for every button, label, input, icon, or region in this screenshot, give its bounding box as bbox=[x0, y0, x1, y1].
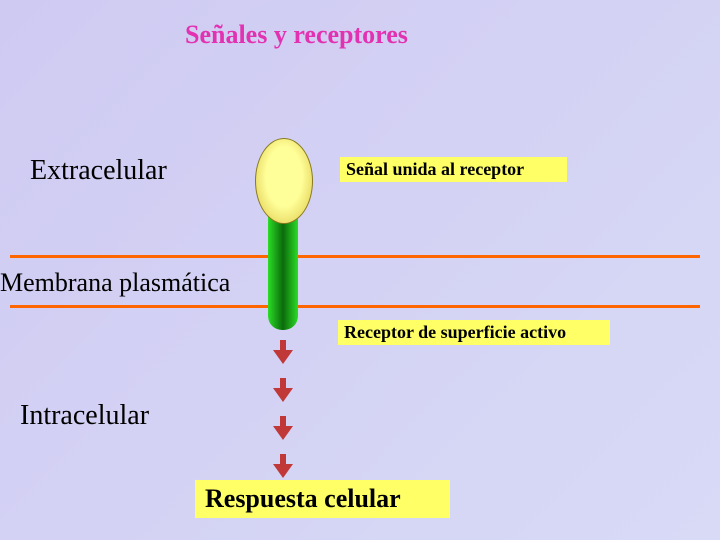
membrane-line-bottom bbox=[10, 305, 700, 308]
label-extracelular: Extracelular bbox=[30, 155, 167, 187]
arrow-down-icon bbox=[273, 416, 293, 442]
diagram-canvas: Señales y receptores Extracelular Membra… bbox=[0, 0, 720, 540]
arrow-down-icon bbox=[273, 378, 293, 404]
signal-molecule bbox=[255, 138, 313, 224]
caption-receptor-active: Receptor de superficie activo bbox=[338, 320, 610, 345]
label-intracelular: Intracelular bbox=[20, 400, 149, 432]
caption-signal-bound: Señal unida al receptor bbox=[340, 157, 567, 182]
arrow-down-icon bbox=[273, 454, 293, 480]
membrane-line-top bbox=[10, 255, 700, 258]
label-membrana: Membrana plasmática bbox=[0, 268, 230, 298]
caption-respuesta-celular: Respuesta celular bbox=[195, 480, 450, 518]
arrow-down-icon bbox=[273, 340, 293, 366]
diagram-title: Señales y receptores bbox=[185, 20, 408, 50]
